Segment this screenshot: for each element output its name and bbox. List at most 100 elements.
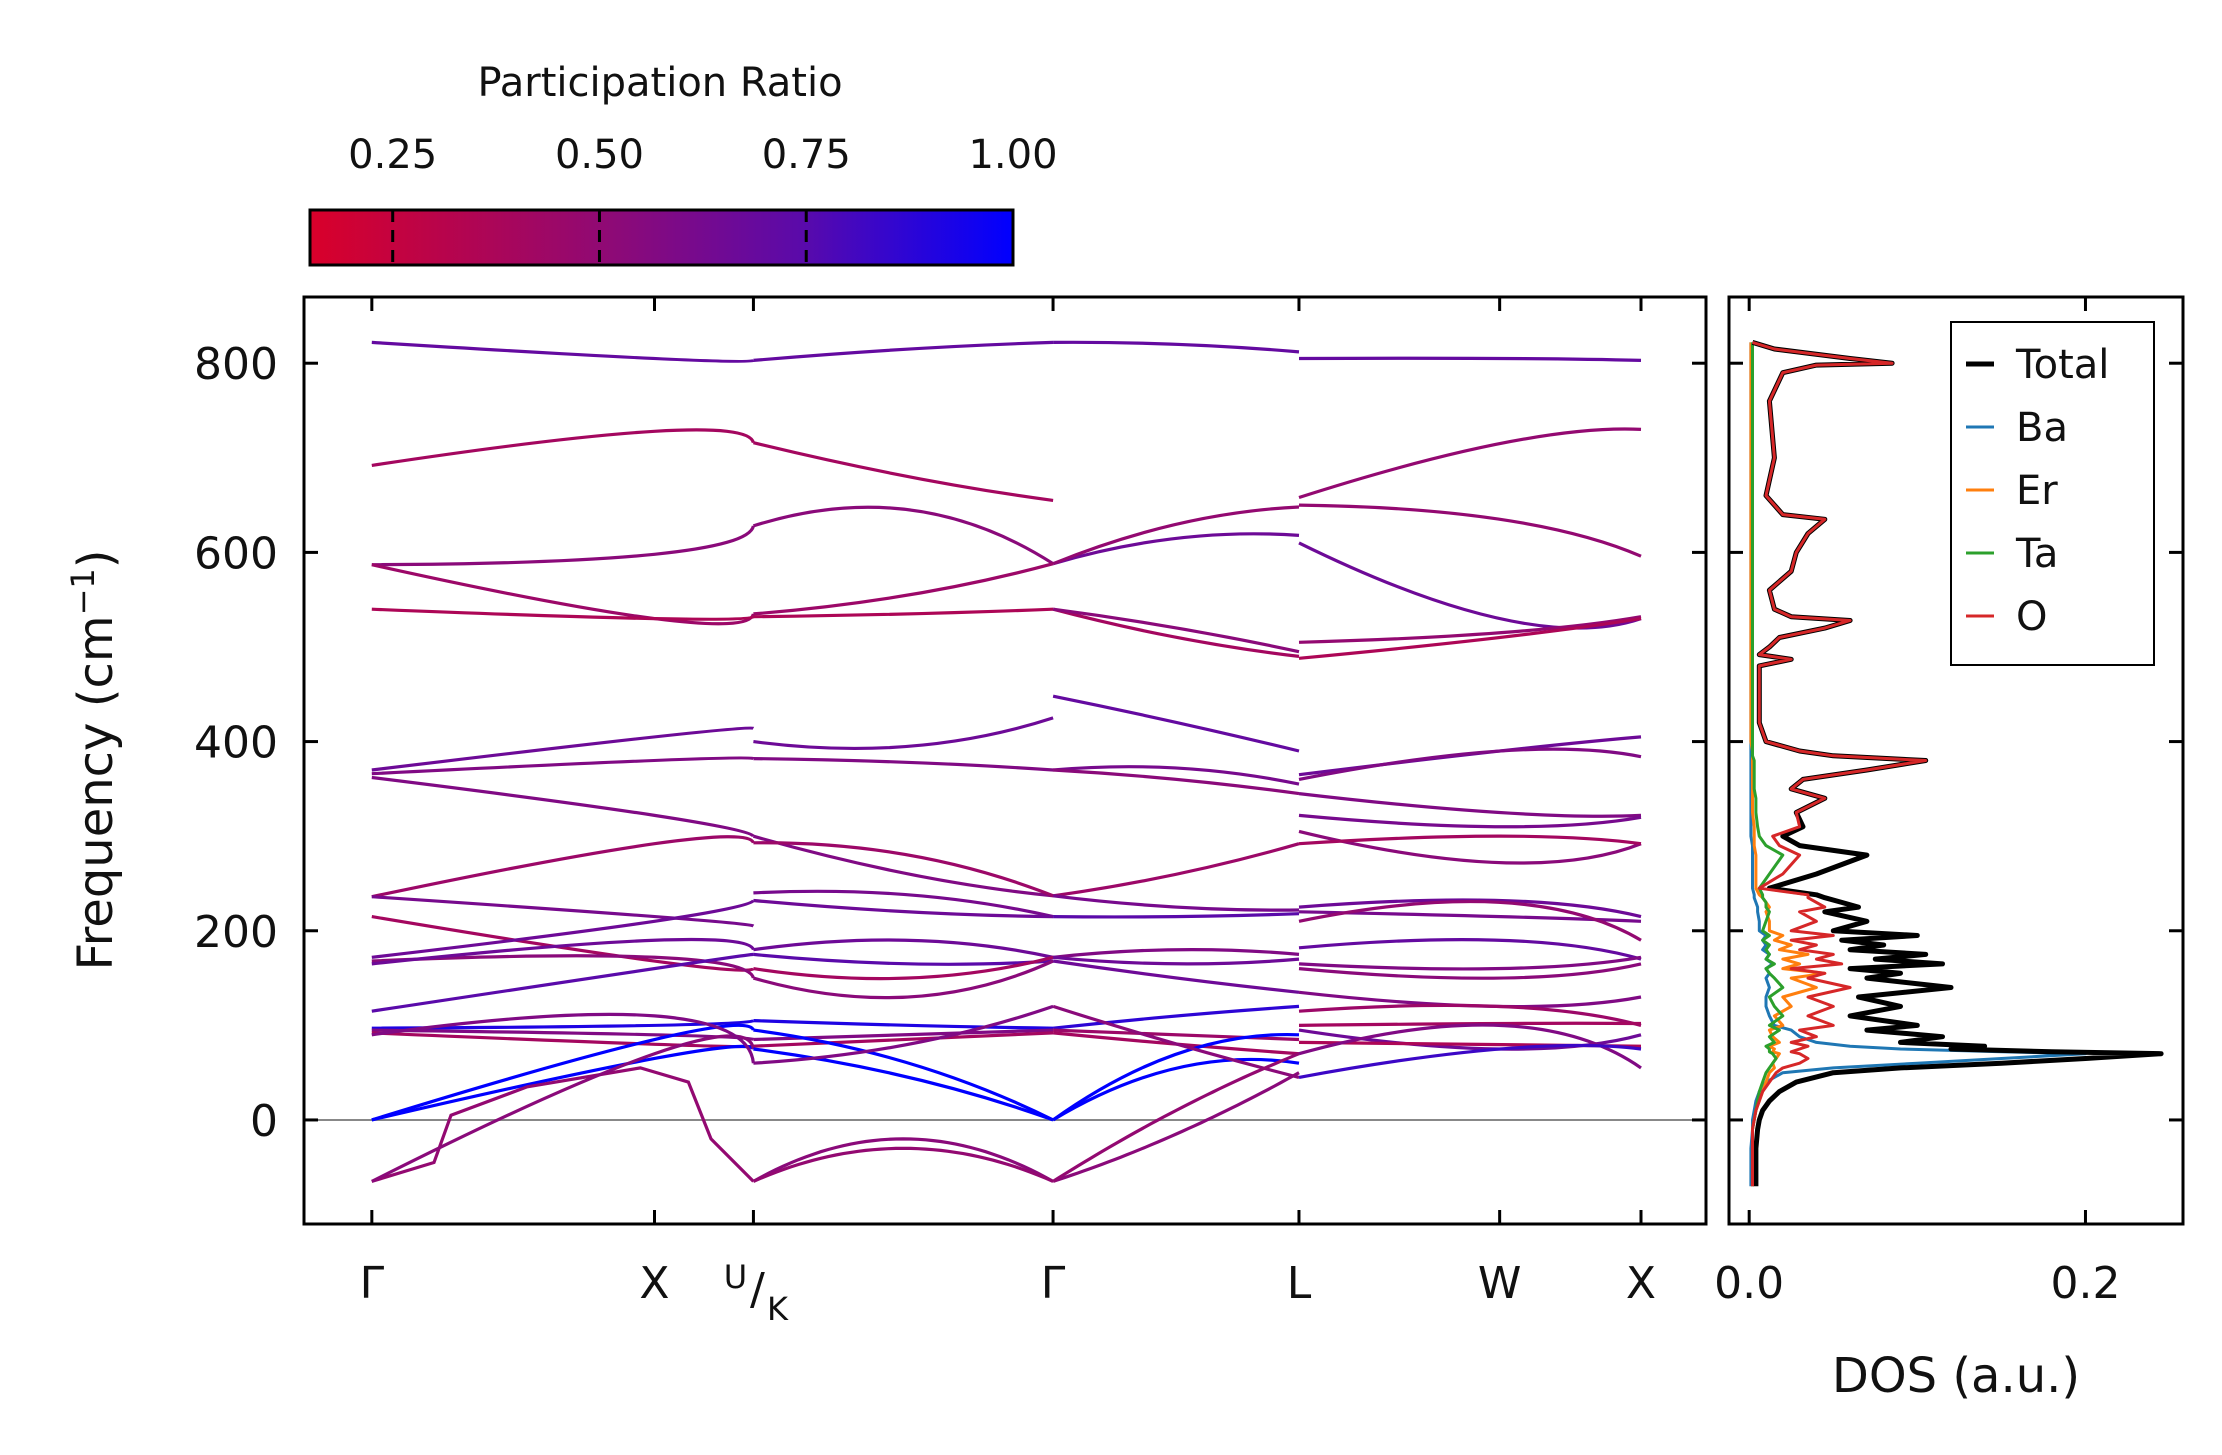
legend-label-total: Total [2015,342,2109,388]
kpoint-label: X [1626,1258,1656,1309]
phonon-band [1052,532,1300,566]
phonon-band [371,1012,755,1064]
phonon-band [371,726,755,772]
phonon-band [371,340,755,363]
phonon-band [753,1031,1054,1048]
phonon-band [752,505,1054,566]
y-tick-label: 0 [250,1096,278,1147]
phonon-band [1298,541,1642,630]
kpoint-label: Γ [1041,1258,1066,1309]
phonon-band [1298,1023,1642,1070]
y-axis-title: Frequency (cm−1) [64,549,124,970]
dos-axis-ticks: 0.0 0.2 [1714,297,2183,1309]
phonon-band [371,1019,755,1030]
phonon-band [1052,842,1300,898]
phonon-band [1053,768,1300,796]
colorbar-tick-label: 0.50 [555,132,644,178]
colorbar-tick-label: 1.00 [968,132,1057,178]
phonon-band [753,1019,1054,1030]
band-structure-panel: 0 200 400 600 800 Γ X U / K Γ L W X Frequency (cm−1) [64,295,1708,1328]
phonon-band [1052,894,1300,912]
y-tick-label: 400 [194,718,278,769]
phonon-band [1298,1021,1642,1027]
phonon-band [371,775,755,838]
kpoint-label: L [1287,1258,1312,1309]
phonon-band [1052,1057,1300,1122]
phonon-band [1298,1043,1642,1079]
legend-items: Total Ba Er Ta O [1966,342,2109,640]
dos-x-tick-label: 0.0 [1714,1258,1784,1309]
phonon-band [1052,1052,1300,1183]
colorbar-tick-label: 0.25 [348,132,437,178]
colorbar-tick-label: 0.75 [762,132,851,178]
phonon-band [371,607,755,621]
phonon-band [1052,959,1300,994]
phonon-band [371,954,755,979]
phonon-band [753,1047,1054,1122]
phonon-band [371,895,755,928]
colorbar-gradient [308,208,1015,267]
legend-label-o: O [2016,594,2047,640]
phonon-band [753,1028,1054,1042]
phonon-band [753,1004,1054,1065]
phonon-band [753,889,1054,919]
dos-x-axis-title: DOS (a.u.) [1832,1348,2080,1404]
kpoint-label: W [1478,1258,1522,1309]
phonon-band [1052,694,1300,753]
phonon-band [753,562,1054,616]
legend-label-ba: Ba [2016,405,2068,451]
kpoint-label-slash: / [750,1264,765,1315]
phonon-band [1298,1003,1642,1027]
phonon-band [1052,607,1300,658]
phonon-band [1052,947,1300,959]
phonon-band [1298,834,1642,846]
phonon-band [1298,813,1642,829]
phonon-band [1298,747,1642,781]
phonon-band [752,834,1054,898]
phonon-band [371,899,755,959]
phonon-band [1052,607,1300,654]
y-tick-label: 600 [194,528,278,579]
dos-curve-ta [1751,342,1785,1187]
y-tick-label: 800 [194,339,278,390]
kpoint-label-num: U [724,1258,747,1296]
phonon-band [371,1034,755,1183]
phonon-band [1298,427,1642,500]
phonon-bands [371,340,1642,1183]
phonon-band [1298,615,1642,644]
y-tick-label: 200 [194,907,278,958]
kpoint-label: Γ [360,1258,385,1309]
phonon-band [371,835,755,899]
phonon-band [371,952,754,1013]
legend-box [1950,321,2155,666]
y-axis-title-end: ) [68,549,124,568]
phonon-band [371,428,755,467]
phonon-band [753,952,1054,966]
phonon-band [752,959,1054,1000]
y-axis-title-sup: −1 [64,568,102,615]
phonon-band [371,1044,755,1122]
y-axis-ticks: 0 200 400 600 800 [194,339,1706,1147]
band-plot-frame [302,295,1708,1226]
phonon-band [1298,910,1642,923]
phonon-band [1298,356,1642,362]
phonon-band [1298,829,1642,865]
phonon-band [1052,505,1300,566]
phonon-band [1298,792,1642,818]
phonon-band [1052,1004,1300,1030]
phonon-band [1298,955,1642,971]
phonon-band [753,938,1054,959]
kpoint-separators [370,297,1643,1224]
phonon-band [753,607,1054,619]
phonon-band [753,1028,1054,1122]
phonon-band [753,757,1054,772]
dos-panel: 0.0 0.2 DOS (a.u.) Total Ba Er Ta O [1714,295,2185,1404]
phonon-band [1298,898,1642,919]
phonon-band [753,716,1054,751]
phonon-band [1053,1028,1300,1042]
phonon-band [1052,765,1300,786]
dos-plot-frame [1727,295,2185,1226]
dos-curve-er [1749,342,1827,1187]
phonon-band [371,1023,755,1122]
